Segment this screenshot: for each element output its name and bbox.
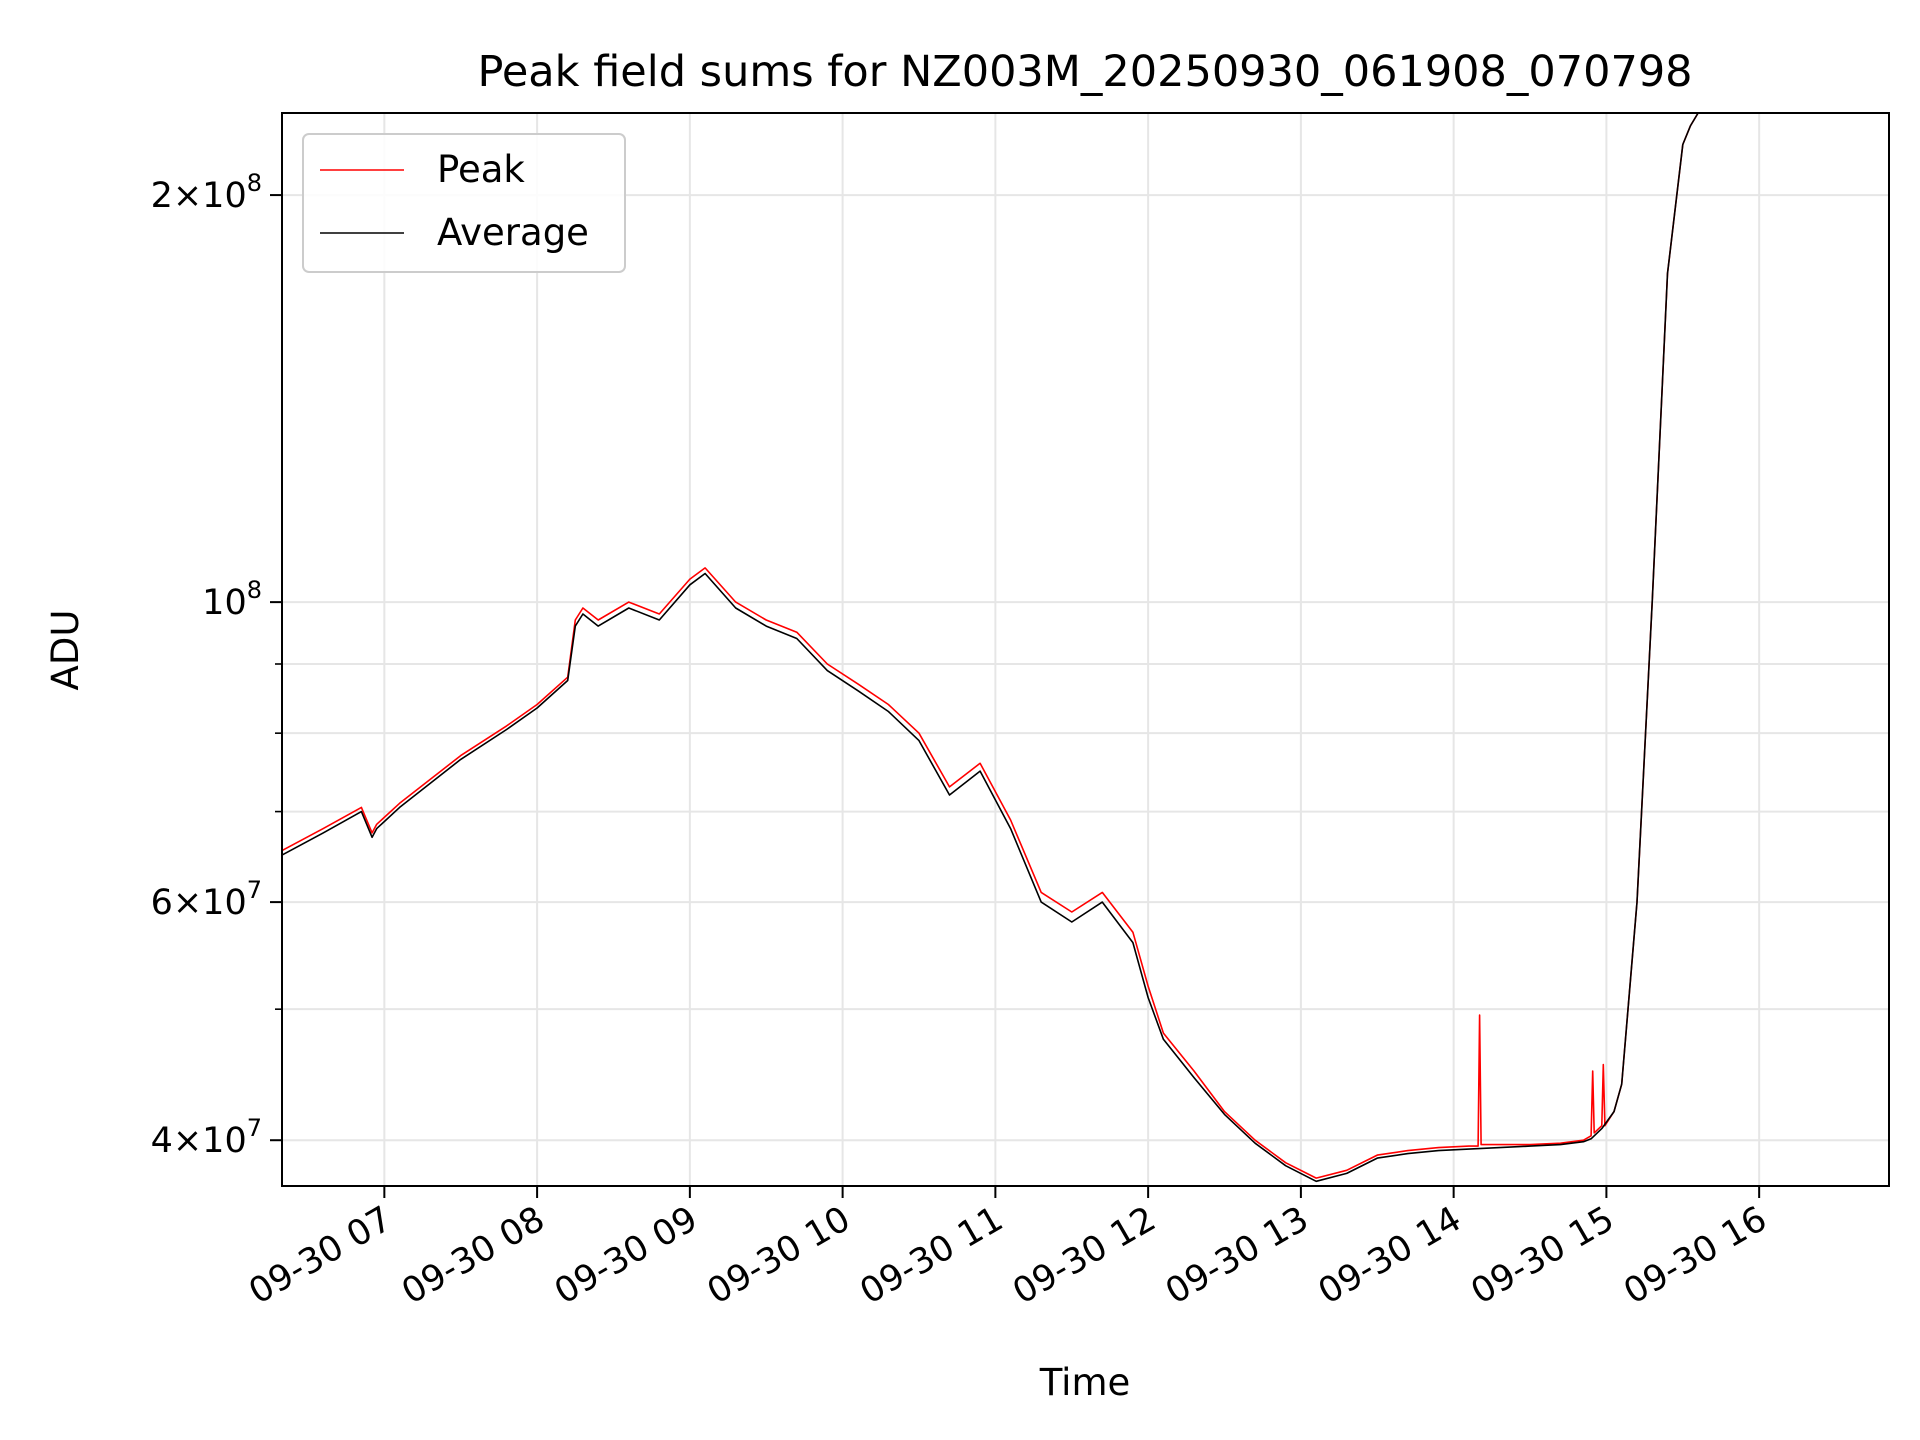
x-axis-label: Time (1039, 1361, 1131, 1404)
series-layer (281, 112, 1714, 1183)
legend-box (302, 133, 626, 273)
y-tick-label: 2×108 (151, 169, 262, 216)
chart-title: Peak field sums for NZ003M_20250930_0619… (477, 47, 1692, 97)
legend-label-average: Average (437, 211, 589, 254)
plot-frame (281, 112, 1890, 1187)
y-axis-label: ADU (44, 610, 87, 691)
series-line-average (281, 112, 1714, 1183)
y-tick-label: 6×107 (151, 876, 262, 923)
legend-label-peak: Peak (437, 148, 525, 191)
legend: Peak Average (302, 133, 626, 273)
y-tick-label: 108 (202, 576, 262, 623)
grid (282, 113, 1889, 1186)
y-tick-label: 4×107 (151, 1114, 262, 1161)
series-line-peak (281, 112, 1714, 1179)
